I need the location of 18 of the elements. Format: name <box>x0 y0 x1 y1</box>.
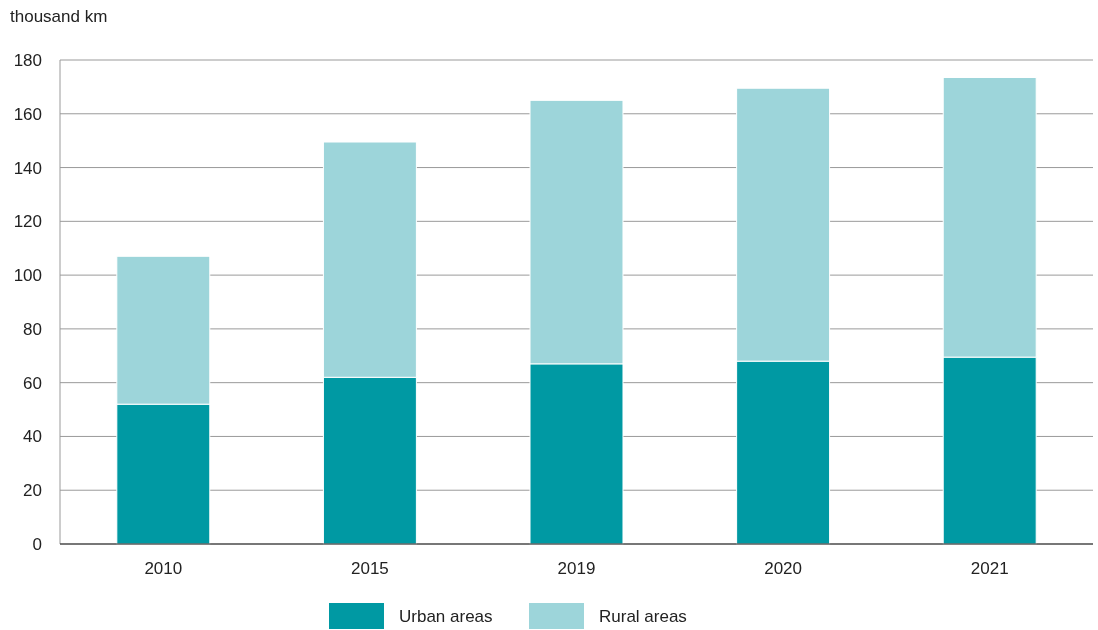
y-tick-label: 0 <box>32 534 42 554</box>
x-tick-label: 2015 <box>350 559 389 578</box>
y-tick-label: 160 <box>13 104 42 124</box>
y-tick-label: 140 <box>13 158 42 178</box>
x-tick-label: 2020 <box>764 559 803 578</box>
legend-label: Urban areas <box>399 606 493 626</box>
y-tick-label: 40 <box>23 427 42 447</box>
y-tick-label: 80 <box>23 319 42 339</box>
y-tick-label: 120 <box>13 212 42 232</box>
y-tick-label: 60 <box>23 373 42 393</box>
y-tick-label: 100 <box>13 266 42 286</box>
y-axis-title: thousand km <box>10 7 108 26</box>
y-tick-label: 20 <box>23 481 42 501</box>
legend-label: Rural areas <box>599 606 687 626</box>
x-tick-label: 2010 <box>144 559 183 578</box>
y-tick-label: 180 <box>13 50 42 70</box>
x-tick-label: 2019 <box>557 559 596 578</box>
x-tick-label: 2021 <box>970 559 1009 578</box>
